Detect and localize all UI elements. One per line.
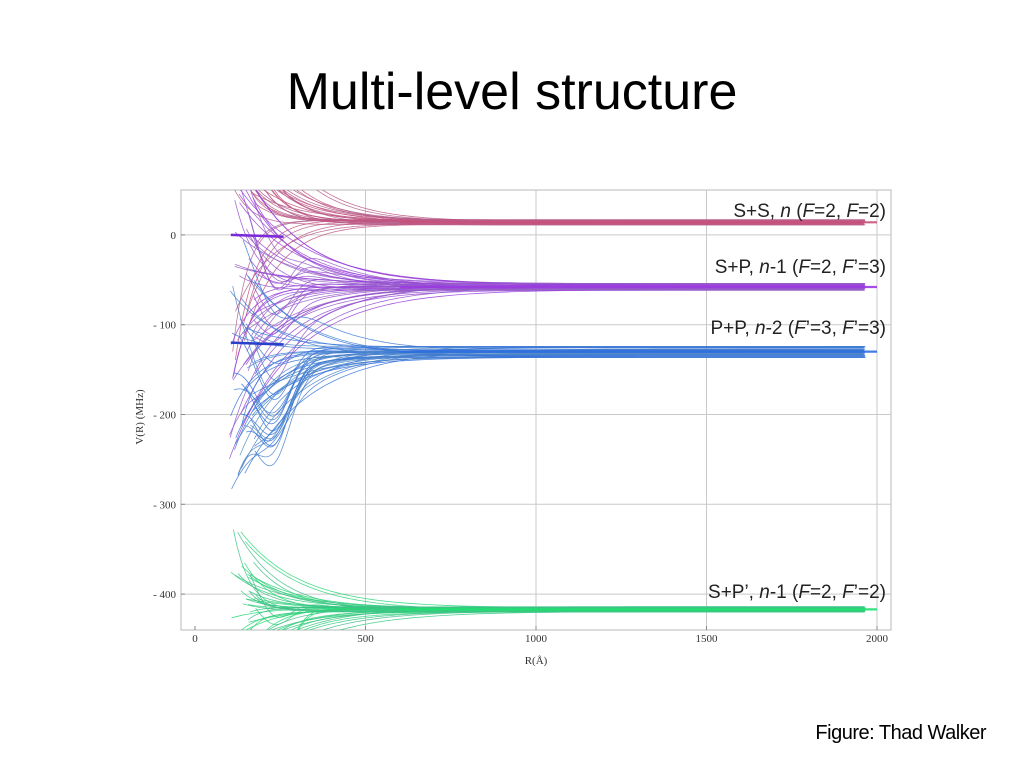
series-label-part: =2, — [810, 257, 842, 278]
series-label-part: =2) — [858, 201, 886, 222]
series-label-part: S+S, — [733, 201, 780, 222]
grid-lines — [181, 190, 891, 630]
potential-curve — [253, 280, 866, 358]
slide-title: Multi-level structure — [286, 63, 738, 121]
series-label: P+P, n-2 (F’=3, F’=3) — [710, 318, 886, 339]
potential-curve — [255, 346, 865, 425]
potential-curve — [255, 594, 865, 613]
series-label: S+P’, n-1 (F=2, F’=2) — [708, 582, 886, 603]
potential-curves — [229, 190, 877, 630]
series-label-part: ’=3) — [854, 257, 886, 278]
series-label-part: n — [780, 201, 791, 222]
x-tick-label: 1500 — [696, 633, 719, 645]
series-label-part: F — [842, 257, 855, 278]
x-axis-title: R(Å) — [525, 655, 548, 667]
x-tick-label: 0 — [192, 633, 198, 645]
y-tick-label: 0 — [171, 230, 177, 242]
x-tick-label: 1000 — [525, 633, 548, 645]
series-label-part: ’=3) — [854, 318, 886, 339]
series-label-part: =2, — [814, 201, 846, 222]
potential-curve — [235, 355, 866, 439]
y-axis-title: V(R) (MHz) — [134, 389, 146, 445]
series-label-part: F — [798, 582, 811, 603]
potential-curve — [234, 190, 864, 225]
series-label-part: =2, — [810, 582, 842, 603]
series-label-part: S+P, — [715, 257, 760, 278]
series-label-part: P+P, — [710, 318, 755, 339]
y-axis-ticks: 0 - 100 - 200 - 300 - 400 — [153, 230, 185, 601]
series-label-part: F — [798, 257, 811, 278]
potential-curve — [271, 190, 865, 222]
series-label-part: -2 ( — [766, 318, 795, 339]
series-label-part: -1 ( — [770, 257, 799, 278]
series-label: S+S, n (F=2, F=2) — [733, 201, 886, 222]
y-tick-label: - 100 — [153, 320, 176, 332]
series-label-part: ’=3, — [806, 318, 842, 339]
series-label-part: -1 ( — [770, 582, 799, 603]
series-label-part: n — [755, 318, 766, 339]
y-tick-label: - 200 — [153, 409, 176, 421]
potential-curve — [286, 190, 865, 221]
series-label-part: ’=2) — [854, 582, 886, 603]
series-label: S+P, n-1 (F=2, F’=3) — [715, 257, 886, 278]
potential-curve — [252, 197, 865, 287]
series-label-part: F — [842, 582, 855, 603]
potential-curve — [241, 565, 865, 611]
x-tick-label: 500 — [357, 633, 374, 645]
potential-curve — [234, 574, 865, 609]
potential-curve — [247, 211, 866, 290]
potential-curve — [237, 354, 864, 475]
potential-curve — [235, 219, 865, 361]
potential-curve-ridge — [230, 233, 284, 238]
potential-curve — [252, 353, 864, 412]
series-label-part: ( — [791, 201, 803, 222]
y-tick-label: - 400 — [153, 589, 176, 601]
x-axis-ticks: 0 500 1000 1500 2000 — [192, 626, 889, 645]
series-label-part: F — [842, 318, 855, 339]
y-tick-label: - 300 — [153, 499, 176, 511]
series-labels: S+S, n (F=2, F=2)S+P, n-1 (F=2, F’=3)P+P… — [708, 201, 886, 603]
potential-curve — [231, 348, 866, 490]
figure-credit: Figure: Thad Walker — [815, 722, 986, 744]
x-tick-label: 2000 — [866, 633, 889, 645]
series-label-part: S+P’, — [708, 582, 759, 603]
series-label-part: F — [803, 201, 816, 222]
series-label-part: F — [794, 318, 807, 339]
series-label-part: n — [759, 582, 770, 603]
series-label-part: F — [846, 201, 859, 222]
potential-curve-ridge — [230, 341, 284, 346]
series-label-part: n — [759, 257, 770, 278]
potential-curve — [255, 284, 865, 344]
potential-curve — [247, 283, 864, 372]
